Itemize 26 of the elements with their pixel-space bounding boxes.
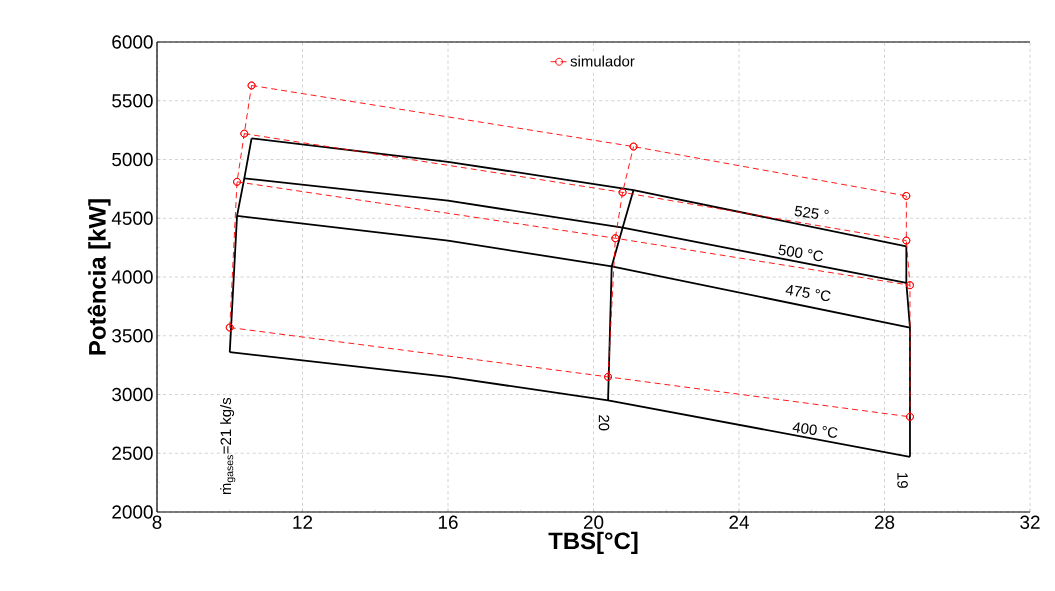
y-tick-label: 4000 — [111, 270, 153, 284]
y-tick-label: 3000 — [112, 387, 153, 402]
y-tick-label: 2500 — [112, 446, 153, 460]
y-tick-label: 6000 — [112, 35, 153, 49]
x-tick-label: 28 — [874, 515, 895, 529]
y-axis-title: Potência [kW] — [87, 199, 111, 355]
annotation: 19 — [897, 473, 908, 488]
legend-label: simulador — [570, 55, 635, 67]
x-tick-label: 24 — [729, 515, 749, 529]
y-tick-label: 3500 — [112, 329, 153, 343]
annotation: 525 ° — [794, 205, 829, 219]
y-tick-label: 2000 — [112, 505, 153, 519]
annotation: 475 °C — [785, 285, 831, 302]
x-tick-label: 32 — [1020, 515, 1040, 529]
x-axis-title: TBS[°C] — [548, 531, 638, 555]
x-tick-label: 8 — [152, 515, 162, 529]
annotation: 500 °C — [778, 244, 824, 262]
annotation: ṁ$_{gases}$=21 kg/s — [220, 397, 236, 495]
annotation: 20 — [598, 415, 610, 431]
x-tick-label: 12 — [293, 515, 313, 529]
y-tick-label: 5000 — [112, 152, 153, 167]
x-tick-label: 16 — [438, 515, 458, 529]
y-tick-label: 4500 — [111, 211, 153, 225]
x-tick-label: 20 — [583, 515, 604, 529]
y-tick-label: 5500 — [112, 94, 153, 108]
annotation: 400 °C — [792, 422, 838, 438]
